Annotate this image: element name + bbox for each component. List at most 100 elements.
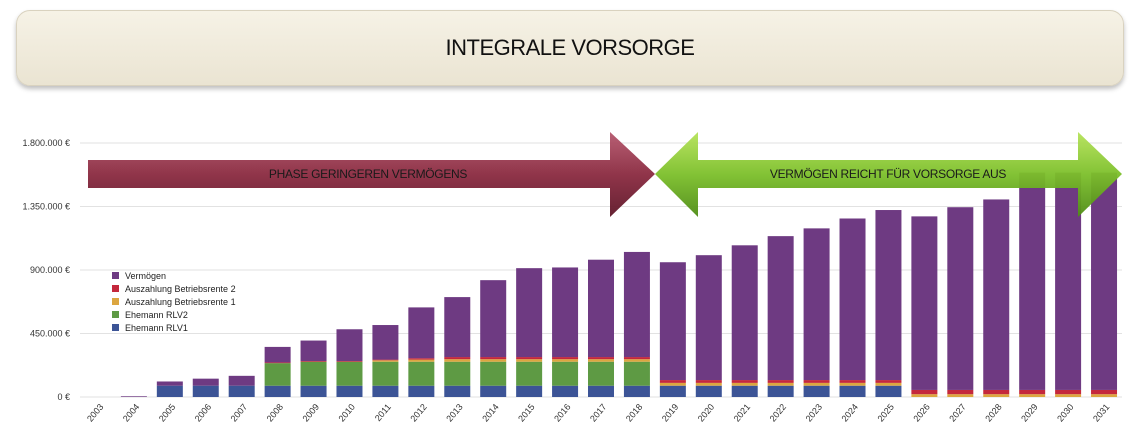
x-tick-label: 2004 [121, 402, 142, 424]
bar-segment [731, 380, 758, 383]
phase-arrow-right [655, 132, 1122, 217]
bar-segment [156, 381, 183, 386]
bar-segment [552, 361, 579, 386]
bar-segment [983, 389, 1010, 395]
bar-segment [516, 357, 543, 360]
legend-label: Vermögen [125, 271, 166, 281]
bar-segment [372, 360, 399, 362]
bar-segment [911, 394, 938, 397]
title-banner: INTEGRALE VORSORGE [16, 10, 1124, 86]
bar-segment [552, 357, 579, 360]
bar-segment [336, 329, 363, 362]
bar-segment [480, 357, 507, 360]
bar-segment [192, 378, 219, 386]
bar-segment [336, 361, 363, 362]
bar-segment [767, 382, 794, 386]
x-tick-label: 2021 [732, 402, 753, 424]
bar-segment [875, 382, 902, 386]
bar-segment [192, 385, 219, 397]
bar-segment [480, 361, 507, 386]
x-tick-label: 2023 [804, 402, 825, 424]
bar-segment [588, 361, 614, 386]
x-tick-label: 2027 [947, 402, 968, 424]
bar-segment [659, 385, 686, 397]
phase-arrow-right-label: VERMÖGEN REICHT FÜR VORSORGE AUS [770, 167, 1007, 181]
x-tick-label: 2031 [1091, 402, 1112, 424]
bars [120, 172, 1118, 397]
x-tick-label: 2015 [516, 402, 537, 424]
bar-segment [767, 236, 794, 381]
bar-segment [408, 358, 435, 360]
bar-segment [1055, 389, 1082, 395]
bar-segment [552, 267, 579, 358]
bar-segment [983, 199, 1010, 390]
bar-segment [875, 385, 902, 397]
bar-segment [659, 262, 686, 381]
page-title: INTEGRALE VORSORGE [445, 35, 695, 60]
bar-segment [767, 385, 794, 397]
x-tick-label: 2026 [911, 402, 932, 424]
bar-segment [731, 385, 758, 397]
bar-segment [444, 361, 471, 386]
x-tick-label: 2028 [983, 402, 1004, 424]
y-tick-label: 450.000 € [30, 329, 70, 339]
phase-arrow-left [88, 132, 655, 217]
legend: Vermögen Auszahlung Betriebsrente 2 Auszah… [112, 271, 236, 333]
bar-segment [408, 359, 435, 362]
bar-segment [911, 216, 938, 390]
bar-segment [552, 359, 579, 362]
bar-segment [839, 385, 866, 397]
bar-segment [300, 361, 327, 386]
y-tick-label: 1.350.000 € [22, 202, 70, 212]
bar-segment [480, 385, 507, 397]
x-tick-label: 2025 [875, 402, 896, 424]
bar-segment [156, 385, 183, 397]
x-tick-label: 2012 [408, 402, 429, 424]
x-tick-label: 2019 [660, 402, 681, 424]
legend-label: Ehemann RLV2 [125, 310, 188, 320]
bar-segment [516, 361, 543, 386]
phase-arrow-left-label: PHASE GERINGEREN VERMÖGENS [269, 167, 468, 181]
bar-segment [911, 389, 938, 395]
x-tick-label: 2030 [1055, 402, 1076, 424]
y-tick-label: 900.000 € [30, 265, 70, 275]
bar-segment [803, 382, 830, 386]
legend-swatch [112, 285, 119, 292]
bar-segment [120, 396, 147, 397]
bar-segment [372, 385, 399, 397]
bar-segment [516, 268, 543, 358]
x-tick-label: 2005 [157, 402, 178, 424]
bar-segment [767, 380, 794, 383]
bar-segment [228, 375, 255, 386]
bar-segment [803, 228, 830, 381]
bar-segment [372, 361, 399, 386]
bar-segment [839, 218, 866, 381]
bar-segment [731, 382, 758, 386]
x-tick-label: 2014 [480, 402, 501, 424]
bar-segment [1055, 394, 1082, 397]
y-axis-ticks: 1.800.000 € 1.350.000 € 900.000 € 450.000 €… [22, 138, 70, 402]
x-tick-label: 2010 [336, 402, 357, 424]
bar-segment [1055, 172, 1082, 390]
y-tick-label: 1.800.000 € [22, 138, 70, 148]
bar-segment [444, 357, 471, 360]
bar-segment [803, 380, 830, 383]
bar-segment [264, 363, 291, 386]
bar-segment [588, 259, 614, 358]
x-tick-label: 2022 [768, 402, 789, 424]
x-tick-label: 2006 [193, 402, 214, 424]
bar-segment [947, 389, 974, 395]
x-tick-label: 2018 [624, 402, 645, 424]
bar-segment [588, 385, 614, 397]
bar-segment [300, 385, 327, 397]
x-tick-label: 2013 [444, 402, 465, 424]
bar-segment [695, 382, 722, 386]
legend-swatch [112, 298, 119, 305]
bar-segment [659, 380, 686, 383]
x-tick-label: 2011 [373, 402, 393, 423]
bar-segment [336, 361, 363, 386]
bar-segment [228, 385, 255, 397]
legend-swatch [112, 272, 119, 279]
x-tick-label: 2008 [265, 402, 286, 424]
bar-segment [947, 394, 974, 397]
